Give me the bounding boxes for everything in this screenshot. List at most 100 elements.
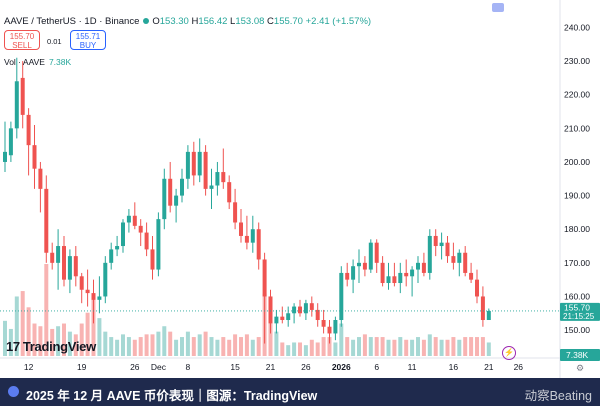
low-label: L: [230, 16, 236, 27]
tradingview-logo[interactable]: 17 TradingView: [6, 339, 96, 354]
candle-body: [180, 178, 184, 196]
volume-bar: [475, 337, 479, 356]
y-tick-label: 150.00: [564, 325, 590, 335]
toolbar-toggle-icon[interactable]: [492, 3, 504, 12]
candle-body: [386, 276, 391, 284]
top-toolbar: [0, 0, 560, 12]
candle-body: [433, 235, 438, 247]
volume-bar: [144, 334, 149, 356]
volume-bar: [433, 337, 438, 356]
volume-bar: [73, 334, 78, 356]
caption-bar: 2025 年 12 月 AAVE 币价表现｜图源：TradingView 动察B…: [0, 378, 600, 406]
candle-body: [73, 256, 78, 277]
y-tick-label: 220.00: [564, 90, 590, 100]
volume-bar: [404, 339, 409, 356]
candle-body: [392, 276, 397, 284]
volume-label: Vol · AAVE: [4, 57, 45, 67]
candle-body: [333, 320, 338, 334]
candle-body: [380, 262, 385, 284]
candle-body: [315, 309, 320, 321]
legend-header: AAVE / TetherUS · 1D · Binance O153.30 H1…: [4, 16, 371, 27]
candle-body: [421, 262, 426, 273]
candle-body: [44, 188, 49, 253]
volume-bar: [327, 337, 332, 356]
sell-button[interactable]: 155.70 SELL: [4, 30, 40, 50]
x-tick-label: Dec: [151, 362, 167, 372]
candle-body: [85, 289, 90, 294]
candle-body: [227, 182, 232, 203]
brand-watermark: 动察Beating: [524, 389, 592, 403]
candle-body: [303, 303, 308, 314]
volume-bar: [20, 291, 25, 356]
volume-bar: [121, 334, 125, 356]
symbol-title[interactable]: AAVE / TetherUS · 1D · Binance: [4, 16, 140, 27]
volume-bar: [56, 326, 61, 356]
candle-body: [345, 272, 350, 280]
volume-bar: [427, 334, 432, 356]
volume-bar: [410, 339, 415, 356]
volume-bar: [38, 326, 43, 356]
volume-bar: [215, 339, 220, 356]
candle-body: [480, 296, 485, 321]
volume-bar: [357, 337, 361, 356]
volume-bar: [14, 296, 19, 356]
volume-bar: [162, 326, 167, 356]
volume-bar: [180, 337, 184, 356]
volume-bar: [32, 323, 37, 356]
volume-bar: [416, 337, 420, 356]
volume-bar: [469, 337, 474, 356]
volume-bar: [368, 337, 373, 356]
candle-body: [268, 296, 273, 324]
x-tick-label: 2026: [332, 362, 351, 372]
candle-body: [244, 235, 249, 243]
volume-bar: [138, 337, 143, 356]
candlestick-chart[interactable]: 150.00160.00170.00180.00190.00200.00210.…: [0, 0, 600, 378]
x-tick-label: 8: [186, 362, 191, 372]
candle-body: [239, 222, 243, 236]
candle-body: [26, 114, 31, 146]
volume-bar: [197, 334, 202, 356]
volume-bar: [463, 337, 468, 356]
lightning-icon[interactable]: ⚡: [502, 346, 516, 360]
candle-body: [20, 77, 25, 115]
candle-body: [410, 269, 415, 277]
volume-bar: [280, 342, 285, 356]
candle-body: [209, 185, 214, 189]
x-tick-label: 6: [374, 362, 379, 372]
candle-body: [168, 178, 173, 206]
volume-bar: [109, 337, 114, 356]
low-value: 153.08: [235, 16, 265, 27]
x-tick-label: 21: [266, 362, 276, 372]
buy-button[interactable]: 155.71 BUY: [70, 30, 106, 50]
candle-body: [32, 145, 37, 169]
high-label: H: [191, 16, 199, 27]
volume-bar: [62, 323, 66, 356]
candle-body: [451, 256, 456, 263]
candle-body: [150, 249, 155, 270]
tradingview-mark-icon: 17: [6, 339, 20, 354]
candle-body: [368, 242, 373, 270]
candle-body: [292, 306, 297, 314]
settings-gear-icon: ⚙: [576, 364, 584, 374]
volume-value: 7.38K: [48, 57, 72, 67]
volume-bar: [8, 328, 13, 356]
volume-bar: [203, 331, 208, 356]
candle-body: [109, 249, 114, 263]
volume-bar: [392, 339, 397, 356]
volume-bar: [351, 339, 356, 356]
volume-bar: [362, 334, 367, 356]
volume-bar: [380, 337, 385, 356]
candle-body: [62, 246, 66, 280]
candle-body: [221, 172, 226, 183]
volume-bar: [321, 337, 326, 356]
candle-body: [191, 151, 196, 176]
volume-bar: [339, 323, 344, 356]
candle-body: [439, 242, 444, 247]
volume-bar: [209, 337, 214, 356]
volume-bar: [156, 331, 161, 356]
x-tick-label: 19: [77, 362, 87, 372]
candle-body: [203, 151, 208, 189]
open-value: 153.30: [159, 16, 189, 27]
volume-bar: [386, 339, 391, 356]
caption-dot-icon: [8, 386, 19, 397]
